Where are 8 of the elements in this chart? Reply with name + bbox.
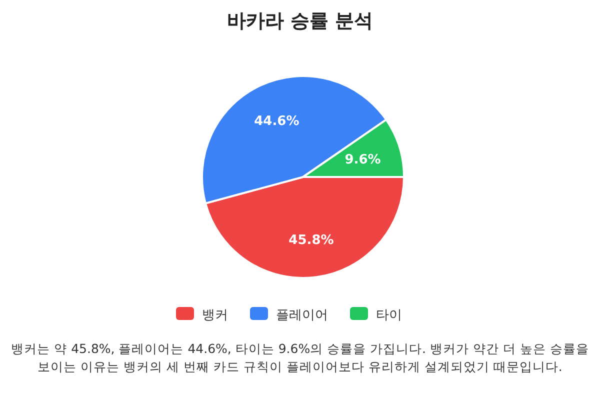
legend-label: 플레이어: [276, 308, 328, 323]
chart-title: 바카라 승률 분석: [226, 10, 374, 32]
data-label: 44.6%: [254, 114, 300, 130]
data-label: 9.6%: [344, 152, 381, 168]
text: 뱅커는 약 45.8%, 플레이어는 44.6%, 타이는 9.6%의 승률을 가집니다. 뱅커가 약간 더 높은 승률을 보이는 이유는 뱅커의 세 번째 카드 규칙이 플레이어보다 유리하게 설계되었기 때문입니다.: [10, 340, 590, 376]
legend-label: 뱅커: [202, 308, 228, 323]
data-label: 45.8%: [288, 233, 334, 248]
legend-label: 타이: [376, 308, 402, 323]
